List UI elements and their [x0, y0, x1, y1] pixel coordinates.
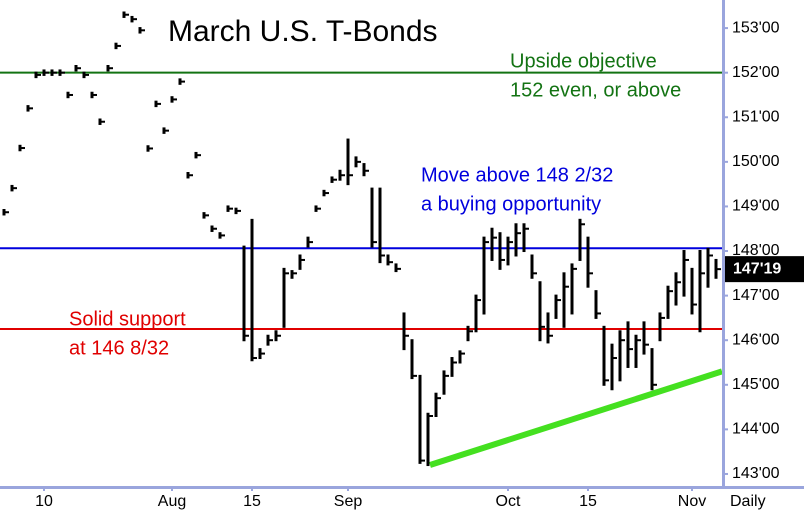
- y-tick-label: 147'00: [732, 287, 780, 304]
- y-tick-label: 144'00: [732, 421, 780, 438]
- level-annotation: Upside objective: [510, 50, 657, 72]
- trendline: [429, 368, 723, 468]
- y-tick-label: 153'00: [732, 19, 780, 36]
- x-tick-label: Sep: [334, 493, 363, 510]
- x-tick-label: Aug: [158, 493, 186, 510]
- y-tick-label: 149'00: [732, 198, 780, 215]
- period-label: Daily: [730, 493, 766, 510]
- chart-title: March U.S. T-Bonds: [168, 15, 438, 48]
- level-annotation: a buying opportunity: [421, 193, 601, 215]
- y-tick-label: 150'00: [732, 153, 780, 170]
- level-annotation: 152 even, or above: [510, 79, 681, 101]
- axis-frame-right: [722, 0, 725, 486]
- x-tick-label: 10: [35, 493, 53, 510]
- axis-frame-bottom: [0, 486, 804, 489]
- y-tick-label: 148'00: [732, 242, 780, 259]
- last-price-label: 147'19: [733, 260, 781, 277]
- y-tick-label: 146'00: [732, 331, 780, 348]
- x-tick-label: Oct: [496, 493, 521, 510]
- y-tick-label: 145'00: [732, 376, 780, 393]
- y-tick-label: 152'00: [732, 64, 780, 81]
- y-tick-label: 143'00: [732, 465, 780, 482]
- last-price-box: [725, 256, 804, 283]
- x-tick-label: Nov: [678, 493, 706, 510]
- x-tick-label: 15: [243, 493, 261, 510]
- level-annotation: Solid support: [69, 308, 186, 330]
- x-tick-label: 15: [579, 493, 597, 510]
- level-annotation: Move above 148 2/32: [421, 164, 613, 186]
- y-tick-label: 151'00: [732, 108, 780, 125]
- level-annotation: at 146 8/32: [69, 337, 169, 359]
